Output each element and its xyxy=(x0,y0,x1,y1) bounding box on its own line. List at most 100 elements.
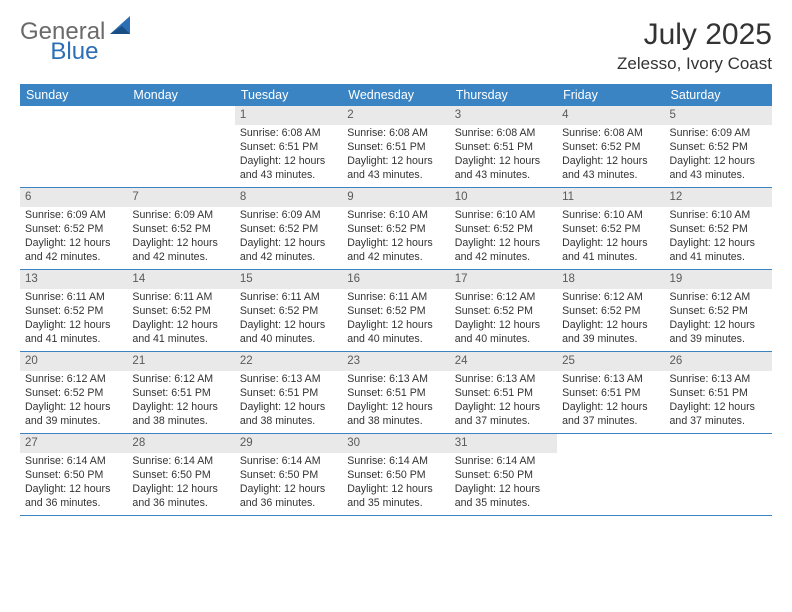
calendar-day: 16Sunrise: 6:11 AMSunset: 6:52 PMDayligh… xyxy=(342,270,449,351)
weekday-label: Tuesday xyxy=(235,84,342,106)
calendar-day: 30Sunrise: 6:14 AMSunset: 6:50 PMDayligh… xyxy=(342,434,449,515)
day-number: 25 xyxy=(557,352,664,371)
calendar-day: 11Sunrise: 6:10 AMSunset: 6:52 PMDayligh… xyxy=(557,188,664,269)
day-number: 30 xyxy=(342,434,449,453)
day-details: Sunrise: 6:14 AMSunset: 6:50 PMDaylight:… xyxy=(235,453,342,515)
day-details: Sunrise: 6:11 AMSunset: 6:52 PMDaylight:… xyxy=(20,289,127,351)
day-details: Sunrise: 6:13 AMSunset: 6:51 PMDaylight:… xyxy=(342,371,449,433)
calendar-day: 6Sunrise: 6:09 AMSunset: 6:52 PMDaylight… xyxy=(20,188,127,269)
calendar-week: 13Sunrise: 6:11 AMSunset: 6:52 PMDayligh… xyxy=(20,270,772,352)
calendar-day: 27Sunrise: 6:14 AMSunset: 6:50 PMDayligh… xyxy=(20,434,127,515)
calendar-week: 27Sunrise: 6:14 AMSunset: 6:50 PMDayligh… xyxy=(20,434,772,516)
day-number: 13 xyxy=(20,270,127,289)
weekday-header: SundayMondayTuesdayWednesdayThursdayFrid… xyxy=(20,84,772,106)
calendar-day xyxy=(20,106,127,187)
day-number: 27 xyxy=(20,434,127,453)
calendar-day: 3Sunrise: 6:08 AMSunset: 6:51 PMDaylight… xyxy=(450,106,557,187)
day-details: Sunrise: 6:12 AMSunset: 6:52 PMDaylight:… xyxy=(665,289,772,351)
calendar-day: 25Sunrise: 6:13 AMSunset: 6:51 PMDayligh… xyxy=(557,352,664,433)
calendar-day: 22Sunrise: 6:13 AMSunset: 6:51 PMDayligh… xyxy=(235,352,342,433)
day-details: Sunrise: 6:13 AMSunset: 6:51 PMDaylight:… xyxy=(235,371,342,433)
day-number: 4 xyxy=(557,106,664,125)
day-details: Sunrise: 6:08 AMSunset: 6:51 PMDaylight:… xyxy=(342,125,449,187)
weekday-label: Saturday xyxy=(665,84,772,106)
calendar-day: 28Sunrise: 6:14 AMSunset: 6:50 PMDayligh… xyxy=(127,434,234,515)
day-details: Sunrise: 6:10 AMSunset: 6:52 PMDaylight:… xyxy=(557,207,664,269)
location-text: Zelesso, Ivory Coast xyxy=(617,54,772,74)
day-details: Sunrise: 6:12 AMSunset: 6:52 PMDaylight:… xyxy=(20,371,127,433)
day-details: Sunrise: 6:08 AMSunset: 6:51 PMDaylight:… xyxy=(450,125,557,187)
day-details: Sunrise: 6:13 AMSunset: 6:51 PMDaylight:… xyxy=(557,371,664,433)
calendar-day: 12Sunrise: 6:10 AMSunset: 6:52 PMDayligh… xyxy=(665,188,772,269)
day-details: Sunrise: 6:13 AMSunset: 6:51 PMDaylight:… xyxy=(665,371,772,433)
calendar-day: 20Sunrise: 6:12 AMSunset: 6:52 PMDayligh… xyxy=(20,352,127,433)
day-details: Sunrise: 6:09 AMSunset: 6:52 PMDaylight:… xyxy=(665,125,772,187)
day-details: Sunrise: 6:11 AMSunset: 6:52 PMDaylight:… xyxy=(235,289,342,351)
weekday-label: Wednesday xyxy=(342,84,449,106)
day-number: 23 xyxy=(342,352,449,371)
weekday-label: Sunday xyxy=(20,84,127,106)
logo: General Blue xyxy=(20,18,188,46)
day-number: 12 xyxy=(665,188,772,207)
day-details: Sunrise: 6:14 AMSunset: 6:50 PMDaylight:… xyxy=(20,453,127,515)
day-details: Sunrise: 6:13 AMSunset: 6:51 PMDaylight:… xyxy=(450,371,557,433)
calendar-day: 21Sunrise: 6:12 AMSunset: 6:51 PMDayligh… xyxy=(127,352,234,433)
day-number: 31 xyxy=(450,434,557,453)
day-number: 20 xyxy=(20,352,127,371)
day-details: Sunrise: 6:08 AMSunset: 6:51 PMDaylight:… xyxy=(235,125,342,187)
calendar-day: 2Sunrise: 6:08 AMSunset: 6:51 PMDaylight… xyxy=(342,106,449,187)
day-details: Sunrise: 6:12 AMSunset: 6:52 PMDaylight:… xyxy=(450,289,557,351)
calendar-day: 1Sunrise: 6:08 AMSunset: 6:51 PMDaylight… xyxy=(235,106,342,187)
weekday-label: Friday xyxy=(557,84,664,106)
day-number: 21 xyxy=(127,352,234,371)
calendar: SundayMondayTuesdayWednesdayThursdayFrid… xyxy=(20,84,772,516)
calendar-day: 29Sunrise: 6:14 AMSunset: 6:50 PMDayligh… xyxy=(235,434,342,515)
day-number: 17 xyxy=(450,270,557,289)
day-number: 9 xyxy=(342,188,449,207)
day-number: 29 xyxy=(235,434,342,453)
calendar-day: 5Sunrise: 6:09 AMSunset: 6:52 PMDaylight… xyxy=(665,106,772,187)
day-details: Sunrise: 6:10 AMSunset: 6:52 PMDaylight:… xyxy=(665,207,772,269)
calendar-day: 31Sunrise: 6:14 AMSunset: 6:50 PMDayligh… xyxy=(450,434,557,515)
day-number: 14 xyxy=(127,270,234,289)
day-details: Sunrise: 6:10 AMSunset: 6:52 PMDaylight:… xyxy=(342,207,449,269)
day-number: 18 xyxy=(557,270,664,289)
weekday-label: Thursday xyxy=(450,84,557,106)
day-number: 8 xyxy=(235,188,342,207)
day-number: 1 xyxy=(235,106,342,125)
calendar-day xyxy=(665,434,772,515)
day-number xyxy=(557,434,664,453)
day-number: 15 xyxy=(235,270,342,289)
calendar-day: 10Sunrise: 6:10 AMSunset: 6:52 PMDayligh… xyxy=(450,188,557,269)
calendar-day: 19Sunrise: 6:12 AMSunset: 6:52 PMDayligh… xyxy=(665,270,772,351)
calendar-day: 9Sunrise: 6:10 AMSunset: 6:52 PMDaylight… xyxy=(342,188,449,269)
calendar-day xyxy=(127,106,234,187)
day-details: Sunrise: 6:10 AMSunset: 6:52 PMDaylight:… xyxy=(450,207,557,269)
calendar-week: 1Sunrise: 6:08 AMSunset: 6:51 PMDaylight… xyxy=(20,106,772,188)
day-number: 22 xyxy=(235,352,342,371)
header: General Blue July 2025 Zelesso, Ivory Co… xyxy=(20,18,772,74)
calendar-day: 4Sunrise: 6:08 AMSunset: 6:52 PMDaylight… xyxy=(557,106,664,187)
day-number: 24 xyxy=(450,352,557,371)
day-details: Sunrise: 6:14 AMSunset: 6:50 PMDaylight:… xyxy=(127,453,234,515)
day-number xyxy=(127,106,234,125)
day-details: Sunrise: 6:09 AMSunset: 6:52 PMDaylight:… xyxy=(20,207,127,269)
calendar-day: 14Sunrise: 6:11 AMSunset: 6:52 PMDayligh… xyxy=(127,270,234,351)
logo-sail-icon xyxy=(110,16,136,41)
day-number: 26 xyxy=(665,352,772,371)
day-details: Sunrise: 6:08 AMSunset: 6:52 PMDaylight:… xyxy=(557,125,664,187)
calendar-day: 18Sunrise: 6:12 AMSunset: 6:52 PMDayligh… xyxy=(557,270,664,351)
day-details: Sunrise: 6:09 AMSunset: 6:52 PMDaylight:… xyxy=(235,207,342,269)
calendar-day: 24Sunrise: 6:13 AMSunset: 6:51 PMDayligh… xyxy=(450,352,557,433)
calendar-day: 23Sunrise: 6:13 AMSunset: 6:51 PMDayligh… xyxy=(342,352,449,433)
calendar-week: 6Sunrise: 6:09 AMSunset: 6:52 PMDaylight… xyxy=(20,188,772,270)
calendar-day: 15Sunrise: 6:11 AMSunset: 6:52 PMDayligh… xyxy=(235,270,342,351)
day-number: 6 xyxy=(20,188,127,207)
page-title: July 2025 xyxy=(617,18,772,52)
day-details: Sunrise: 6:12 AMSunset: 6:52 PMDaylight:… xyxy=(557,289,664,351)
day-number: 16 xyxy=(342,270,449,289)
day-number: 19 xyxy=(665,270,772,289)
day-number: 28 xyxy=(127,434,234,453)
day-number: 11 xyxy=(557,188,664,207)
calendar-day xyxy=(557,434,664,515)
